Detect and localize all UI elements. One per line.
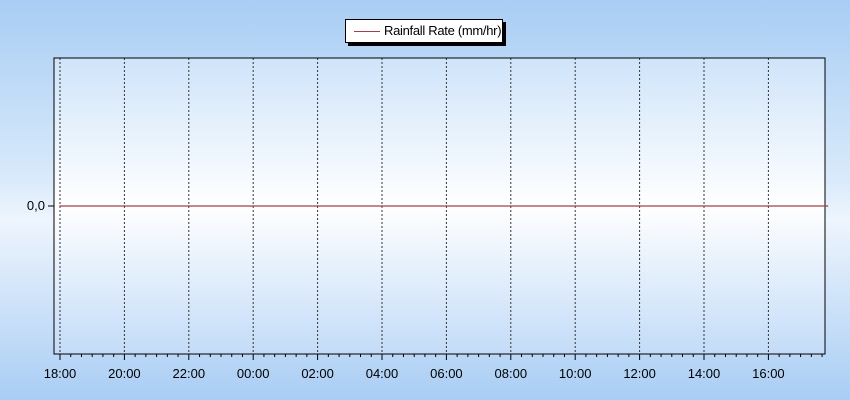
x-tick-label: 06:00 — [430, 366, 463, 381]
x-tick-label: 22:00 — [173, 366, 206, 381]
series-point — [252, 205, 254, 207]
x-tick-label: 12:00 — [623, 366, 656, 381]
legend-series-swatch — [354, 31, 380, 32]
x-tick-label: 02:00 — [301, 366, 334, 381]
x-tick-label: 14:00 — [688, 366, 721, 381]
y-tick-label: 0,0 — [27, 198, 45, 213]
series-point — [574, 205, 576, 207]
series-point — [826, 205, 829, 207]
x-tick-label: 08:00 — [495, 366, 528, 381]
x-tick-label: 18:00 — [44, 366, 77, 381]
series-point — [59, 205, 61, 207]
x-tick-label: 00:00 — [237, 366, 270, 381]
x-tick-label: 20:00 — [108, 366, 141, 381]
legend: Rainfall Rate (mm/hr) — [345, 19, 503, 43]
series-point — [188, 205, 190, 207]
series-point — [767, 205, 770, 207]
x-tick-label: 10:00 — [559, 366, 592, 381]
x-tick-label: 16:00 — [752, 366, 785, 381]
series-point — [381, 205, 383, 207]
series-point — [703, 205, 705, 207]
series-point — [638, 205, 641, 207]
legend-series-label: Rainfall Rate (mm/hr) — [384, 23, 502, 38]
x-tick-label: 04:00 — [366, 366, 399, 381]
series-point — [510, 205, 512, 207]
series-point — [445, 205, 448, 207]
series-point — [316, 205, 319, 207]
series-point — [123, 205, 126, 207]
